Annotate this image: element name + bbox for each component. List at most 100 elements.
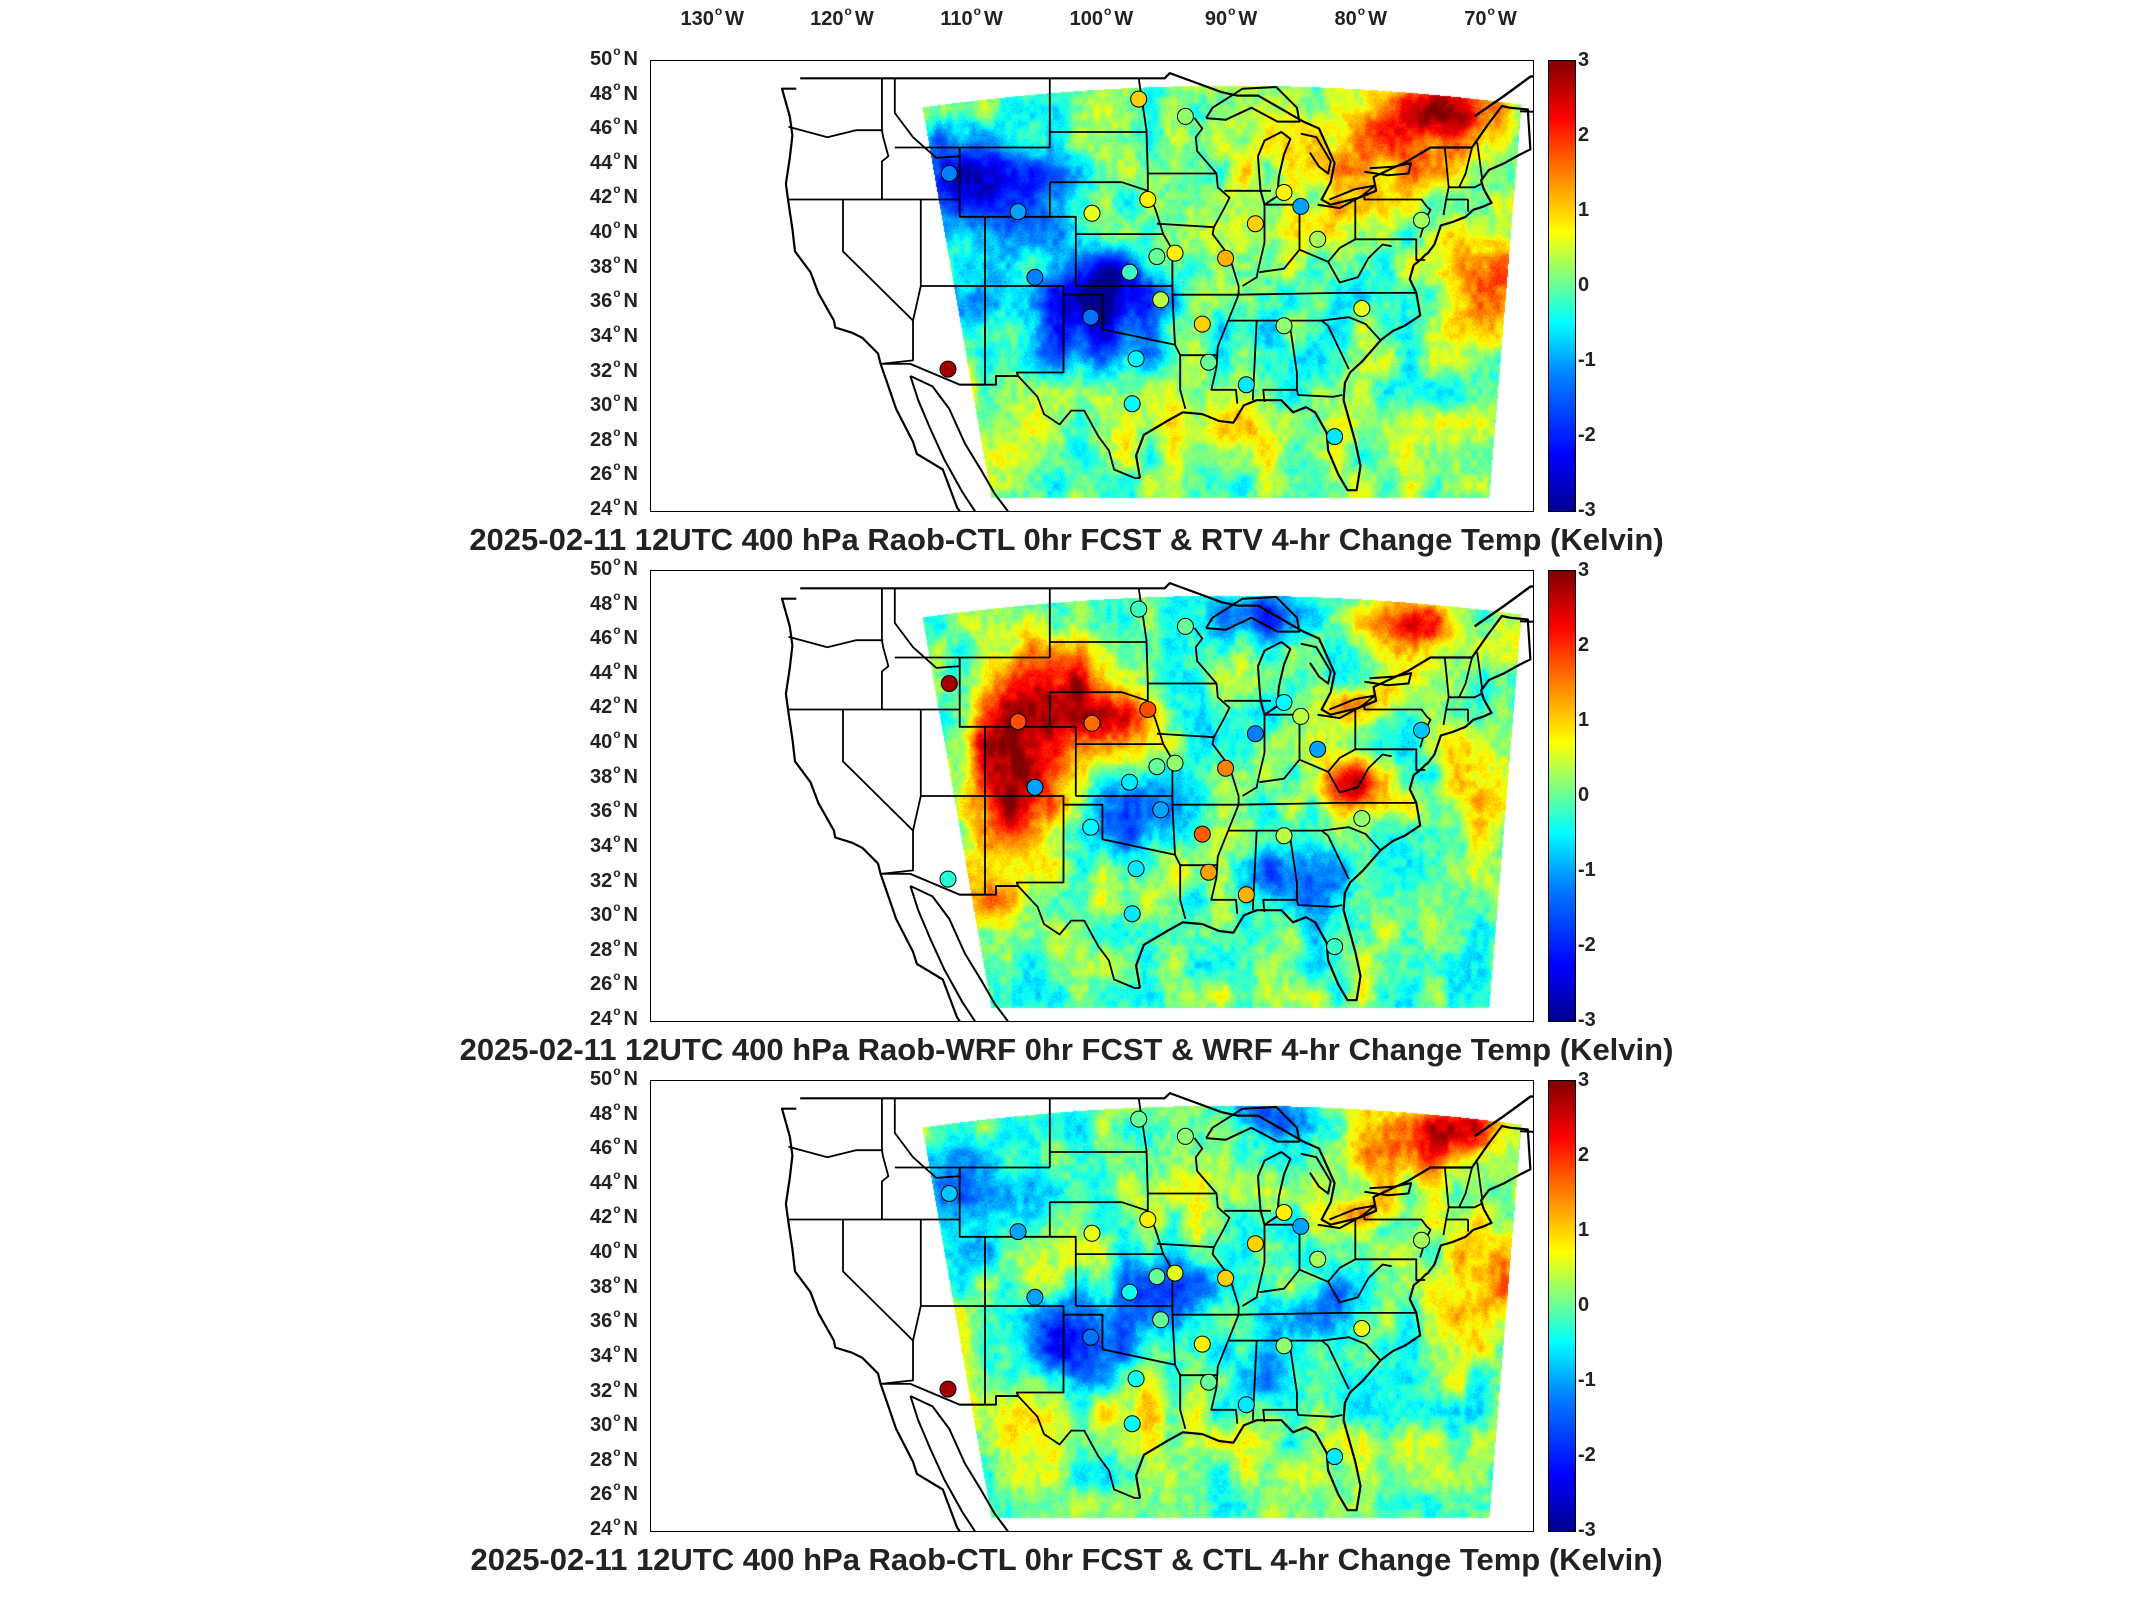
raob-station-marker <box>1275 694 1293 711</box>
raob-station-marker <box>1326 428 1344 446</box>
state-boundary <box>1137 588 1187 920</box>
great-lake-outline <box>1205 86 1301 123</box>
state-boundary <box>880 709 922 875</box>
state-boundary <box>788 1145 884 1159</box>
state-boundary <box>1321 826 1381 851</box>
coastline-west <box>780 87 961 511</box>
raob-station-marker <box>1193 315 1211 333</box>
state-boundary <box>1448 183 1482 189</box>
latitude-tick-label: 46o N <box>589 623 638 650</box>
raob-station-marker <box>1200 1373 1218 1391</box>
great-lake-outline <box>1205 596 1301 633</box>
latitude-tick-label: 34o N <box>589 1340 638 1367</box>
state-boundary <box>1321 316 1381 341</box>
great-lake-outline <box>1317 184 1376 210</box>
coastline-east <box>800 72 1532 492</box>
longitude-tick-label: 130o W <box>680 4 745 30</box>
raob-station-marker <box>1083 714 1101 732</box>
raob-station-marker <box>1176 107 1194 125</box>
state-boundary <box>1137 78 1187 410</box>
state-boundary <box>1049 181 1149 192</box>
st-lawrence-coastline <box>1473 1095 1533 1138</box>
map-panel-3 <box>650 1080 1534 1532</box>
raob-station-marker <box>1353 810 1371 827</box>
raob-station-marker <box>1413 211 1430 229</box>
latitude-tick-label: 36o N <box>589 286 638 313</box>
state-boundary <box>880 199 922 365</box>
latitude-tick-label: 50o N <box>589 554 638 580</box>
state-boundary <box>1156 1242 1214 1249</box>
latitude-tick-label: 40o N <box>589 727 638 754</box>
state-boundary <box>1238 1312 1415 1316</box>
raob-station-marker <box>1326 1448 1344 1466</box>
raob-station-marker <box>1292 197 1310 215</box>
canada-coastline <box>1519 620 1533 623</box>
state-boundary <box>985 285 1065 385</box>
canada-coastline <box>1519 1130 1533 1133</box>
colorbar-tick-label: -2 <box>1578 424 1596 446</box>
raob-station-marker <box>940 675 958 692</box>
latitude-tick-label: 24o N <box>589 1514 638 1540</box>
mexico-coastline <box>909 1395 1009 1531</box>
mexico-border <box>880 363 1140 479</box>
raob-station-marker <box>1200 353 1218 371</box>
raob-station-marker <box>1139 191 1157 208</box>
state-boundary <box>1193 627 1240 914</box>
panel-title: 2025-02-11 12UTC 400 hPa Raob-CTL 0hr FC… <box>469 522 1664 557</box>
state-boundary <box>1063 293 1176 346</box>
raob-station-marker <box>1152 291 1170 309</box>
latitude-tick-label: 48o N <box>589 1098 638 1125</box>
state-boundary <box>1458 1167 1473 1208</box>
raob-station-marker <box>1148 1268 1166 1286</box>
raob-station-marker <box>1275 184 1293 201</box>
latitude-tick-label: 24o N <box>589 494 638 520</box>
state-boundary <box>1321 1336 1381 1361</box>
raob-station-marker <box>1127 1370 1145 1388</box>
raob-station-marker <box>1176 1127 1194 1145</box>
great-lake-outline <box>1300 1152 1332 1195</box>
state-boundary <box>1327 753 1392 794</box>
latitude-tick-label: 32o N <box>589 1375 638 1402</box>
raob-station-marker <box>1139 701 1157 718</box>
raob-station-marker <box>1082 818 1100 836</box>
state-boundary <box>1355 238 1426 261</box>
latitude-tick-label: 30o N <box>589 900 638 927</box>
longitude-tick-label: 90o W <box>1204 4 1258 30</box>
raob-station-marker <box>1083 204 1101 222</box>
great-lake-outline <box>1257 131 1292 206</box>
raob-station-marker <box>1026 1288 1044 1306</box>
state-boundary <box>1476 142 1484 181</box>
state-boundary <box>880 1219 922 1385</box>
state-boundary <box>920 709 986 797</box>
state-boundary <box>1448 1203 1482 1209</box>
state-boundary <box>1296 1409 1343 1418</box>
state-boundary <box>1259 204 1301 274</box>
state-boundary <box>1321 319 1350 370</box>
state-boundary <box>881 78 890 200</box>
raob-station-marker <box>1193 825 1211 843</box>
raob-station-marker <box>1309 230 1327 248</box>
colorbar <box>1548 60 1576 512</box>
map-panel-2 <box>650 570 1534 1022</box>
canada-coastline <box>1519 110 1533 113</box>
raob-station-marker <box>1326 938 1344 956</box>
mexico-coastline <box>909 375 1009 511</box>
state-boundary <box>1299 709 1357 773</box>
raob-station-marker <box>1082 308 1100 326</box>
raob-station-marker <box>1237 1396 1255 1414</box>
state-boundary <box>1137 1098 1187 1430</box>
state-boundary <box>1355 1258 1426 1281</box>
colorbar-tick-label: 0 <box>1578 1294 1590 1316</box>
state-boundary <box>1259 714 1301 784</box>
raob-station-marker <box>1275 827 1293 845</box>
raob-station-marker <box>1275 317 1293 335</box>
great-lake-outline <box>1317 694 1376 720</box>
baja-coastline <box>909 375 976 511</box>
colorbar-tick-label: 1 <box>1578 1219 1590 1241</box>
latitude-tick-label: 28o N <box>589 934 638 961</box>
raob-station-marker <box>1009 1223 1027 1241</box>
state-boundary <box>842 709 914 832</box>
colorbar-tick-label: -3 <box>1578 1519 1596 1541</box>
state-boundary <box>1049 1201 1149 1212</box>
latitude-tick-label: 40o N <box>589 1237 638 1264</box>
